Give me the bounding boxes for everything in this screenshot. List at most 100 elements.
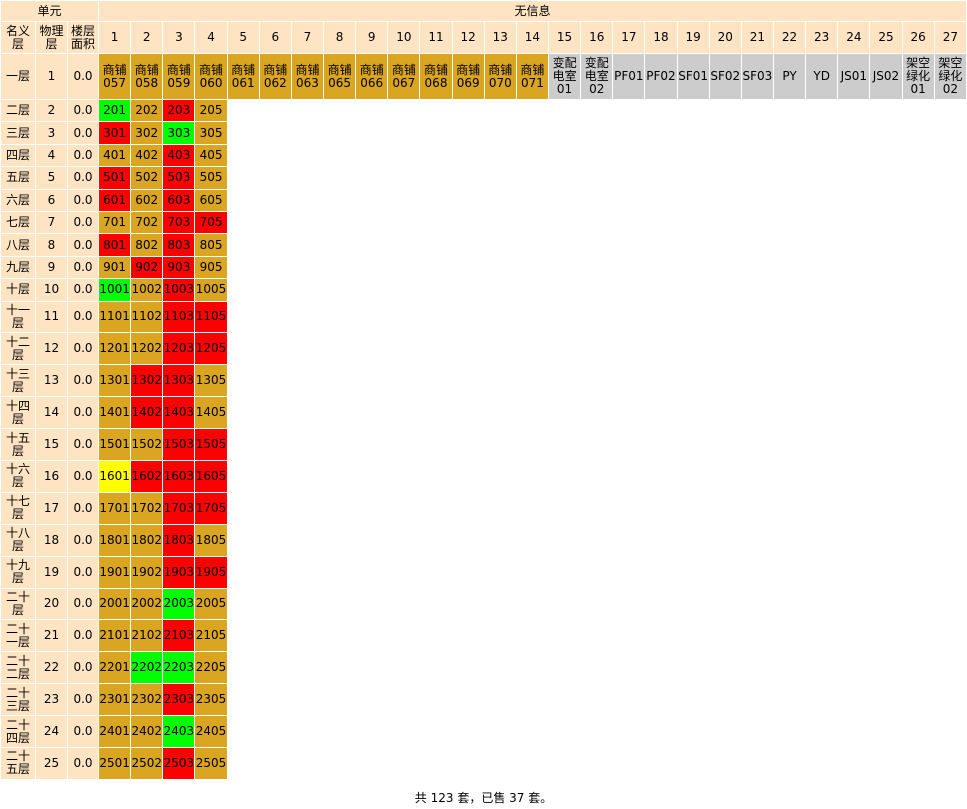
unit-cell[interactable]: 1102 [131, 301, 163, 333]
unit-cell[interactable]: 602 [131, 189, 163, 211]
unit-cell[interactable]: 903 [163, 256, 195, 279]
unit-cell[interactable]: 1402 [131, 397, 163, 429]
unit-cell[interactable]: 1602 [131, 460, 163, 492]
unit-cell[interactable]: 702 [131, 211, 163, 234]
unit-cell[interactable]: 1703 [163, 492, 195, 524]
unit-cell[interactable]: 1902 [131, 556, 163, 588]
unit-cell[interactable]: 1801 [99, 524, 131, 556]
unit-cell[interactable]: 2202 [131, 652, 163, 684]
unit-cell[interactable]: 1103 [163, 301, 195, 333]
unit-cell[interactable]: 803 [163, 234, 195, 256]
unit-cell[interactable]: 1303 [163, 365, 195, 397]
unit-cell[interactable]: 1003 [163, 279, 195, 301]
unit-cell[interactable]: 805 [195, 234, 227, 256]
unit-cell[interactable]: SF01 [677, 54, 709, 99]
unit-cell[interactable]: 501 [99, 167, 131, 189]
unit-cell[interactable]: 商铺062 [259, 54, 291, 99]
unit-cell[interactable]: 商铺070 [484, 54, 516, 99]
unit-cell[interactable]: 1001 [99, 279, 131, 301]
unit-cell[interactable]: 商铺060 [195, 54, 227, 99]
unit-cell[interactable]: 2101 [99, 620, 131, 652]
unit-cell[interactable]: 2305 [195, 684, 227, 716]
unit-cell[interactable]: 402 [131, 144, 163, 167]
unit-cell[interactable]: 202 [131, 100, 163, 122]
unit-cell[interactable]: 变配电室01 [549, 54, 581, 99]
unit-cell[interactable]: 502 [131, 167, 163, 189]
unit-cell[interactable]: 1501 [99, 429, 131, 460]
unit-cell[interactable]: 商铺063 [291, 54, 324, 99]
unit-cell[interactable]: 2303 [163, 684, 195, 716]
unit-cell[interactable]: 2002 [131, 588, 163, 620]
unit-cell[interactable]: 1505 [195, 429, 227, 460]
unit-cell[interactable]: 802 [131, 234, 163, 256]
unit-cell[interactable]: 2103 [163, 620, 195, 652]
unit-cell[interactable]: 2503 [163, 747, 195, 779]
unit-cell[interactable]: 1005 [195, 279, 227, 301]
unit-cell[interactable]: 1805 [195, 524, 227, 556]
unit-cell[interactable]: 2102 [131, 620, 163, 652]
unit-cell[interactable]: 605 [195, 189, 227, 211]
unit-cell[interactable]: 405 [195, 144, 227, 167]
unit-cell[interactable]: 2003 [163, 588, 195, 620]
unit-cell[interactable]: 商铺058 [131, 54, 163, 99]
unit-cell[interactable]: 2203 [163, 652, 195, 684]
unit-cell[interactable]: 301 [99, 122, 131, 144]
unit-cell[interactable]: 商铺067 [388, 54, 420, 99]
unit-cell[interactable]: 1601 [99, 460, 131, 492]
unit-cell[interactable]: 1101 [99, 301, 131, 333]
unit-cell[interactable]: 变配电室02 [581, 54, 613, 99]
unit-cell[interactable]: 1305 [195, 365, 227, 397]
unit-cell[interactable]: 2505 [195, 747, 227, 779]
unit-cell[interactable]: 2402 [131, 716, 163, 747]
unit-cell[interactable]: 商铺065 [324, 54, 356, 99]
unit-cell[interactable]: 905 [195, 256, 227, 279]
unit-cell[interactable]: 601 [99, 189, 131, 211]
unit-cell[interactable]: 205 [195, 100, 227, 122]
unit-cell[interactable]: 2105 [195, 620, 227, 652]
unit-cell[interactable]: 1605 [195, 460, 227, 492]
unit-cell[interactable]: 401 [99, 144, 131, 167]
unit-cell[interactable]: 商铺068 [420, 54, 452, 99]
unit-cell[interactable]: 2205 [195, 652, 227, 684]
unit-cell[interactable]: 503 [163, 167, 195, 189]
unit-cell[interactable]: 1603 [163, 460, 195, 492]
unit-cell[interactable]: 1002 [131, 279, 163, 301]
unit-cell[interactable]: 1905 [195, 556, 227, 588]
unit-cell[interactable]: 1405 [195, 397, 227, 429]
unit-cell[interactable]: 1403 [163, 397, 195, 429]
unit-cell[interactable]: 603 [163, 189, 195, 211]
unit-cell[interactable]: 1705 [195, 492, 227, 524]
unit-cell[interactable]: 403 [163, 144, 195, 167]
unit-cell[interactable]: 2405 [195, 716, 227, 747]
unit-cell[interactable]: YD [806, 54, 838, 99]
unit-cell[interactable]: 1205 [195, 333, 227, 365]
unit-cell[interactable]: 2005 [195, 588, 227, 620]
unit-cell[interactable]: 1302 [131, 365, 163, 397]
unit-cell[interactable]: 1701 [99, 492, 131, 524]
unit-cell[interactable]: 2401 [99, 716, 131, 747]
unit-cell[interactable]: 203 [163, 100, 195, 122]
unit-cell[interactable]: 2501 [99, 747, 131, 779]
unit-cell[interactable]: PF01 [613, 54, 645, 99]
unit-cell[interactable]: 商铺066 [356, 54, 388, 99]
unit-cell[interactable]: 2502 [131, 747, 163, 779]
unit-cell[interactable]: 1401 [99, 397, 131, 429]
unit-cell[interactable]: 1903 [163, 556, 195, 588]
unit-cell[interactable]: 1901 [99, 556, 131, 588]
unit-cell[interactable]: 505 [195, 167, 227, 189]
unit-cell[interactable]: 801 [99, 234, 131, 256]
unit-cell[interactable]: 302 [131, 122, 163, 144]
unit-cell[interactable]: 1502 [131, 429, 163, 460]
unit-cell[interactable]: JS02 [870, 54, 902, 99]
unit-cell[interactable]: PY [773, 54, 806, 99]
unit-cell[interactable]: 商铺061 [227, 54, 259, 99]
unit-cell[interactable]: 1301 [99, 365, 131, 397]
unit-cell[interactable]: 1702 [131, 492, 163, 524]
unit-cell[interactable]: 703 [163, 211, 195, 234]
unit-cell[interactable]: 901 [99, 256, 131, 279]
unit-cell[interactable]: 架空绿化02 [934, 54, 966, 99]
unit-cell[interactable]: 1503 [163, 429, 195, 460]
unit-cell[interactable]: SF03 [741, 54, 773, 99]
unit-cell[interactable]: 1802 [131, 524, 163, 556]
unit-cell[interactable]: 架空绿化01 [902, 54, 934, 99]
